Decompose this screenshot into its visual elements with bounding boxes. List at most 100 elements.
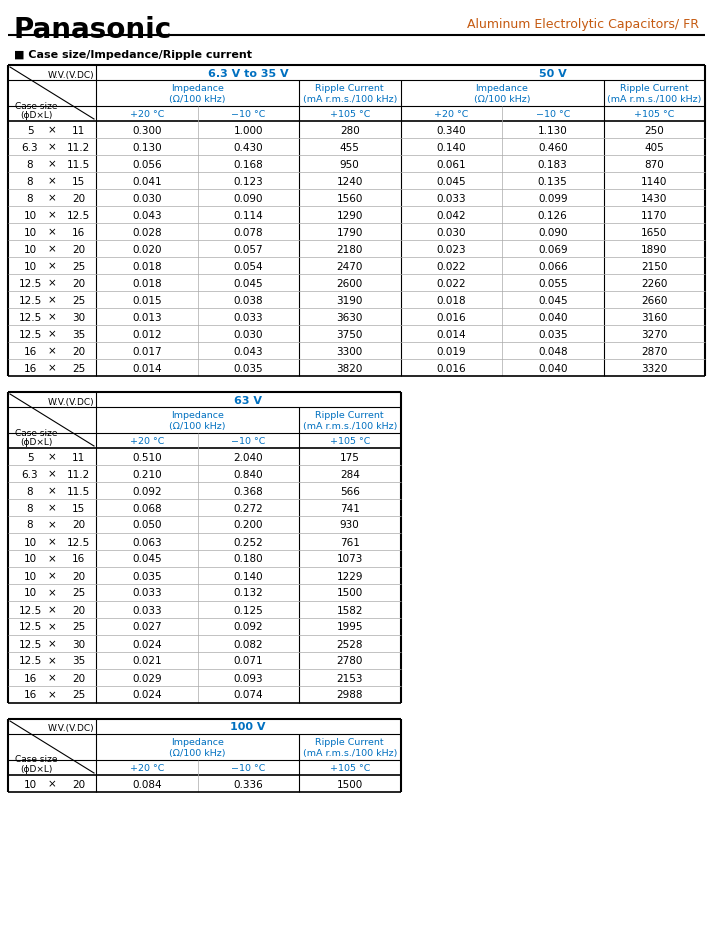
Text: 0.018: 0.018 [132, 261, 162, 271]
Text: 2600: 2600 [337, 278, 363, 288]
Text: 2660: 2660 [641, 295, 667, 305]
Text: 11.2: 11.2 [67, 469, 90, 479]
Text: 3630: 3630 [337, 313, 363, 322]
Text: 284: 284 [340, 469, 359, 479]
Text: 0.125: 0.125 [233, 605, 263, 615]
Text: (ϕD×L): (ϕD×L) [20, 764, 52, 773]
Text: Case size: Case size [15, 101, 58, 110]
Text: ×: × [48, 486, 56, 496]
Text: 950: 950 [340, 159, 359, 169]
Text: ×: × [48, 588, 56, 598]
Text: 0.061: 0.061 [436, 159, 466, 169]
Text: 0.017: 0.017 [132, 346, 162, 356]
Text: W.V.(V.DC): W.V.(V.DC) [48, 724, 95, 733]
Text: 1430: 1430 [641, 194, 667, 203]
Text: 0.045: 0.045 [538, 295, 568, 305]
Text: 0.016: 0.016 [436, 363, 466, 373]
Text: ×: × [48, 638, 56, 649]
Text: 0.063: 0.063 [132, 537, 162, 547]
Text: 1790: 1790 [337, 227, 363, 237]
Text: 566: 566 [340, 486, 359, 496]
Text: 0.030: 0.030 [132, 194, 162, 203]
Text: −10 °C: −10 °C [231, 763, 265, 772]
Text: 0.045: 0.045 [132, 554, 162, 563]
Text: 0.024: 0.024 [132, 690, 162, 700]
Text: 20: 20 [72, 779, 85, 789]
Text: ×: × [48, 622, 56, 632]
Text: ×: × [48, 159, 56, 169]
Text: ×: × [48, 779, 56, 789]
Text: 20: 20 [72, 346, 85, 356]
Text: 0.042: 0.042 [436, 211, 466, 220]
Text: 11.5: 11.5 [67, 486, 90, 496]
Text: 35: 35 [72, 329, 85, 339]
Text: 6.3: 6.3 [21, 469, 39, 479]
Text: 8: 8 [26, 176, 34, 186]
Text: 8: 8 [26, 503, 34, 513]
Text: 10: 10 [24, 588, 36, 598]
Text: 0.021: 0.021 [132, 656, 162, 665]
Text: 50 V: 50 V [539, 68, 567, 79]
Text: 12.5: 12.5 [19, 656, 41, 665]
Text: 10: 10 [24, 554, 36, 563]
Text: 0.035: 0.035 [538, 329, 568, 339]
Text: 0.038: 0.038 [233, 295, 263, 305]
Text: 20: 20 [72, 571, 85, 581]
Text: ■ Case size/Impedance/Ripple current: ■ Case size/Impedance/Ripple current [14, 50, 252, 60]
Text: 2153: 2153 [337, 673, 363, 682]
Text: 8: 8 [26, 159, 34, 169]
Text: 2260: 2260 [641, 278, 667, 288]
Text: 0.043: 0.043 [132, 211, 162, 220]
Text: ×: × [48, 194, 56, 203]
Text: ×: × [48, 519, 56, 530]
Text: ×: × [48, 142, 56, 153]
Text: ×: × [48, 346, 56, 356]
Text: 0.054: 0.054 [233, 261, 263, 271]
Text: 0.300: 0.300 [132, 125, 162, 136]
Text: 0.014: 0.014 [436, 329, 466, 339]
Text: 5: 5 [26, 452, 34, 462]
Text: 0.019: 0.019 [436, 346, 466, 356]
Text: 16: 16 [24, 363, 36, 373]
Text: 16: 16 [24, 346, 36, 356]
Text: 0.084: 0.084 [132, 779, 162, 789]
Text: +105 °C: +105 °C [634, 110, 674, 119]
Text: Ripple Current
(mA r.m.s./100 kHz): Ripple Current (mA r.m.s./100 kHz) [302, 411, 397, 431]
Text: 3190: 3190 [337, 295, 363, 305]
Text: 12.5: 12.5 [19, 638, 41, 649]
Text: Case size: Case size [15, 754, 58, 764]
Text: 3750: 3750 [337, 329, 363, 339]
Text: 0.020: 0.020 [132, 244, 162, 255]
Text: 0.035: 0.035 [132, 571, 162, 581]
Text: +20 °C: +20 °C [434, 110, 468, 119]
Text: 16: 16 [72, 554, 85, 563]
Text: 25: 25 [72, 363, 85, 373]
Text: 0.029: 0.029 [132, 673, 162, 682]
Text: Case size: Case size [15, 428, 58, 437]
Text: 30: 30 [72, 313, 85, 322]
Text: 0.033: 0.033 [436, 194, 466, 203]
Text: ×: × [48, 571, 56, 581]
Text: 1.000: 1.000 [233, 125, 263, 136]
Text: 0.028: 0.028 [132, 227, 162, 237]
Text: 12.5: 12.5 [19, 329, 41, 339]
Text: 0.033: 0.033 [233, 313, 263, 322]
Text: ×: × [48, 469, 56, 479]
Text: 0.272: 0.272 [233, 503, 263, 513]
Text: 8: 8 [26, 194, 34, 203]
Text: 3300: 3300 [337, 346, 363, 356]
Text: 2180: 2180 [337, 244, 363, 255]
Text: 1290: 1290 [337, 211, 363, 220]
Text: 30: 30 [72, 638, 85, 649]
Text: 0.014: 0.014 [132, 363, 162, 373]
Text: 0.123: 0.123 [233, 176, 263, 186]
Text: 0.055: 0.055 [538, 278, 568, 288]
Text: 741: 741 [340, 503, 359, 513]
Text: +20 °C: +20 °C [130, 110, 164, 119]
Text: 0.013: 0.013 [132, 313, 162, 322]
Text: Impedance
(Ω/100 kHz): Impedance (Ω/100 kHz) [473, 84, 530, 104]
Text: 0.114: 0.114 [233, 211, 263, 220]
Text: 16: 16 [24, 690, 36, 700]
Text: 1582: 1582 [337, 605, 363, 615]
Text: ×: × [48, 313, 56, 322]
